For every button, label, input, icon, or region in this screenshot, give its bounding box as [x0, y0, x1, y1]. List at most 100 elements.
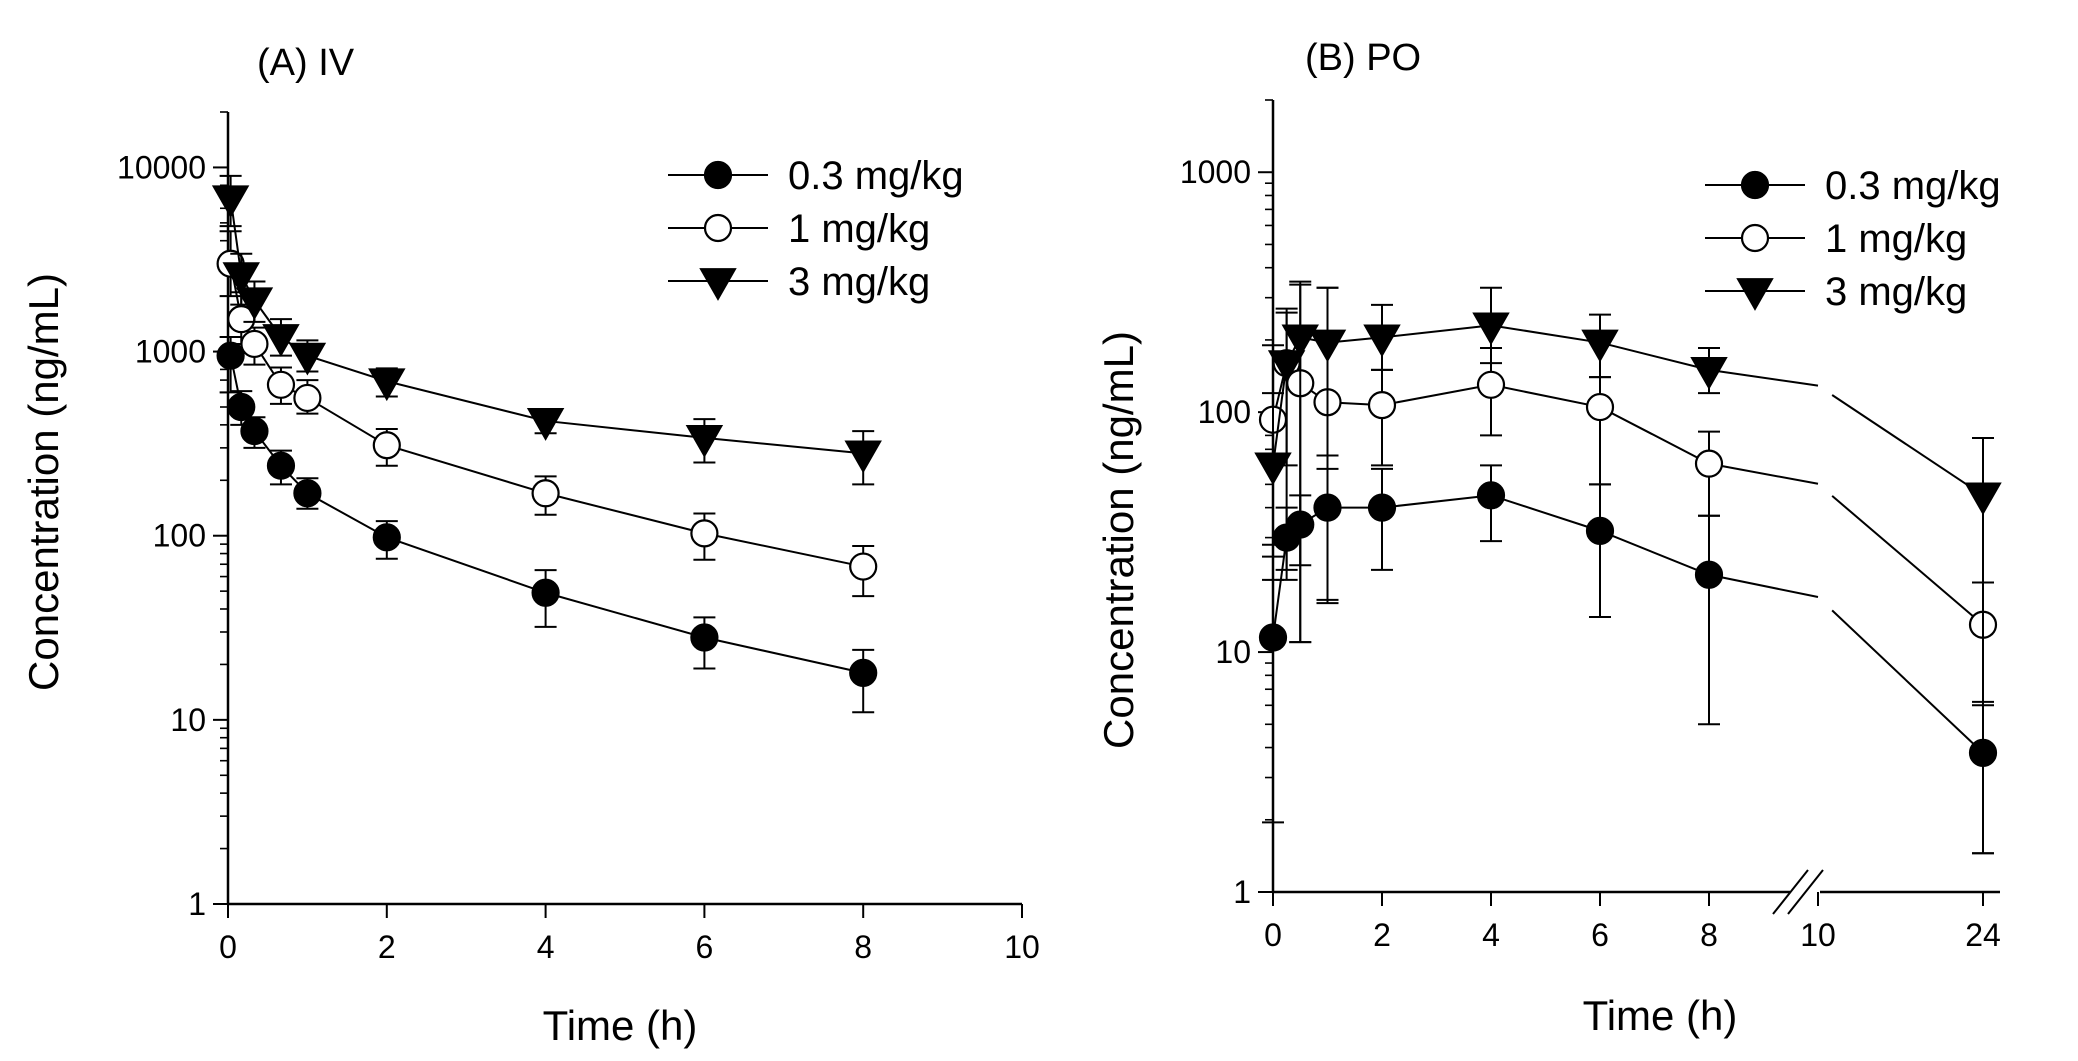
panel-a-data-point	[235, 287, 274, 321]
panel-b-data-point	[1476, 481, 1506, 510]
panel-a-title: (A) IV	[257, 42, 355, 84]
panel-b-data-point	[1308, 329, 1347, 363]
panel-a-x-tick-label: 2	[378, 929, 396, 965]
panel-b-series-2	[1258, 283, 1998, 707]
panel-b-series-3	[1254, 280, 2002, 855]
panel-b-y-tick-label: 100	[1198, 394, 1251, 430]
panel-b-axis-break-mark-2	[1787, 869, 1824, 915]
panel-a-axes: 0 2 4 6 8 10 1 10 100 1000 10000	[117, 111, 1040, 965]
panel-b-x-tick-label: 8	[1700, 917, 1718, 953]
panel-b-x-tick-label: 10	[1800, 917, 1836, 953]
panel-a-data-point	[372, 431, 401, 460]
panel-b-data-point	[1581, 329, 1619, 363]
panel-b-series-line-after-break	[1831, 495, 1984, 626]
panel-b-data-point	[1367, 493, 1397, 522]
panel-a-data-point	[531, 479, 560, 508]
panel-b-series-line-after-break	[1831, 394, 1984, 497]
panel-a-data-point	[293, 479, 322, 508]
panel-a-data-point	[211, 185, 250, 219]
panel-b-series-line	[1272, 360, 1819, 485]
panel-b-legend-label: 1 mg/kg	[1825, 217, 1967, 261]
panel-b-legend-marker	[1740, 223, 1770, 253]
panel-b-legend-label: 3 mg/kg	[1825, 270, 1967, 314]
panel-a-x-tick-label: 8	[854, 929, 872, 965]
panel-a-legend: 0.3 mg/kg 1 mg/kg 3 mg/kg	[668, 154, 964, 304]
panel-a-data-point	[690, 623, 719, 652]
panel-b-data-point	[1254, 452, 1292, 486]
panel-b-legend-marker	[1740, 170, 1770, 200]
panel-a-y-tick-label: 10	[170, 702, 206, 738]
panel-a-y-tick-label: 1	[188, 886, 206, 922]
panel-b-data-point	[1281, 324, 1319, 358]
panel-b-data-point	[1694, 560, 1724, 589]
panel-a-legend-label: 3 mg/kg	[788, 260, 930, 304]
panel-b-x-tick-label: 6	[1591, 917, 1609, 953]
panel-a-data-point	[526, 408, 565, 441]
panel-b-data-point	[1964, 482, 2002, 516]
panel-b-data-point	[1258, 623, 1288, 652]
panel-a-data-point	[690, 519, 719, 548]
panel-b-y-tick-label: 10	[1215, 634, 1251, 670]
panel-a-data-point	[293, 383, 322, 413]
panel-a-y-tick-label: 100	[153, 518, 206, 554]
panel-b-title: (B) PO	[1305, 37, 1421, 79]
panel-a-x-tick-label: 10	[1004, 929, 1040, 965]
panel-b-data-point	[1363, 324, 1401, 358]
panel-b-x-tick-label: 4	[1482, 917, 1500, 953]
panel-b-po: (B) PO Time (h) Concentration (ng/mL) 0 2…	[1095, 37, 2002, 1039]
panel-a-data-point	[266, 451, 296, 480]
panel-a-data-point	[222, 262, 260, 296]
panel-a-data-point	[240, 329, 269, 359]
panel-a-data-point	[288, 342, 327, 376]
panel-a-iv: (A) IV Time (h) Concentration (ng/mL) 0 2…	[20, 42, 1040, 1049]
panel-b-y-axis-label: Concentration (ng/mL)	[1095, 331, 1142, 749]
panel-b-x-axis-label: Time (h)	[1583, 992, 1738, 1039]
panel-a-legend-label: 0.3 mg/kg	[788, 154, 964, 198]
panel-a-legend-marker	[703, 213, 733, 243]
panel-a-data-point	[262, 324, 300, 357]
panel-a-data-point	[685, 424, 724, 458]
panel-b-data-point	[1690, 357, 1728, 390]
panel-a-series-3	[211, 174, 882, 486]
panel-b-x-tick-label: 0	[1264, 917, 1282, 953]
panel-a-data-point	[368, 368, 406, 402]
panel-b-axis-break-mark-1	[1772, 869, 1809, 915]
panel-a-y-tick-label: 1000	[135, 334, 206, 370]
panel-b-series-1	[1258, 464, 1998, 855]
panel-b-data-point	[1694, 449, 1724, 478]
panel-a-y-tick-label: 10000	[117, 149, 206, 185]
panel-a-y-axis-label: Concentration (ng/mL)	[20, 273, 67, 691]
panel-a-x-axis-label: Time (h)	[543, 1002, 698, 1049]
panel-a-data-point	[849, 552, 878, 581]
panel-b-data-point	[1267, 350, 1306, 384]
panel-a-data-point	[216, 341, 245, 370]
panel-b-legend-marker	[1736, 278, 1774, 311]
panel-a-series	[211, 174, 882, 714]
panel-b-legend-label: 0.3 mg/kg	[1825, 164, 2001, 208]
panel-b-series-line	[1272, 494, 1819, 638]
panel-b-data-point	[1585, 392, 1615, 422]
panel-a-series-1	[216, 335, 878, 714]
panel-b-x-tick-label: 24	[1965, 917, 2001, 953]
panel-a-data-point	[372, 523, 401, 552]
panel-a-legend-label: 1 mg/kg	[788, 207, 930, 251]
panel-b-series-line-after-break	[1831, 609, 1984, 754]
panel-a-legend-marker	[703, 160, 733, 190]
panel-b-data-point	[1476, 370, 1506, 399]
panel-a-data-point	[849, 658, 878, 687]
panel-b-data-point	[1472, 312, 1510, 346]
panel-a-data-point	[240, 416, 269, 446]
panel-b-y-tick-label: 1	[1233, 874, 1251, 910]
panel-a-x-tick-label: 6	[696, 929, 714, 965]
panel-a-data-point	[531, 578, 560, 607]
panel-a-x-tick-label: 4	[537, 929, 555, 965]
panel-a-data-point	[227, 392, 256, 422]
panel-a-x-tick-label: 0	[219, 929, 237, 965]
panel-b-y-tick-label: 1000	[1180, 154, 1251, 190]
panel-a-legend-marker	[699, 268, 737, 301]
panel-b-data-point	[1585, 516, 1615, 545]
panel-b-series	[1254, 280, 2002, 855]
panel-a-series-2	[216, 230, 878, 598]
panel-b-x-tick-label: 2	[1373, 917, 1391, 953]
